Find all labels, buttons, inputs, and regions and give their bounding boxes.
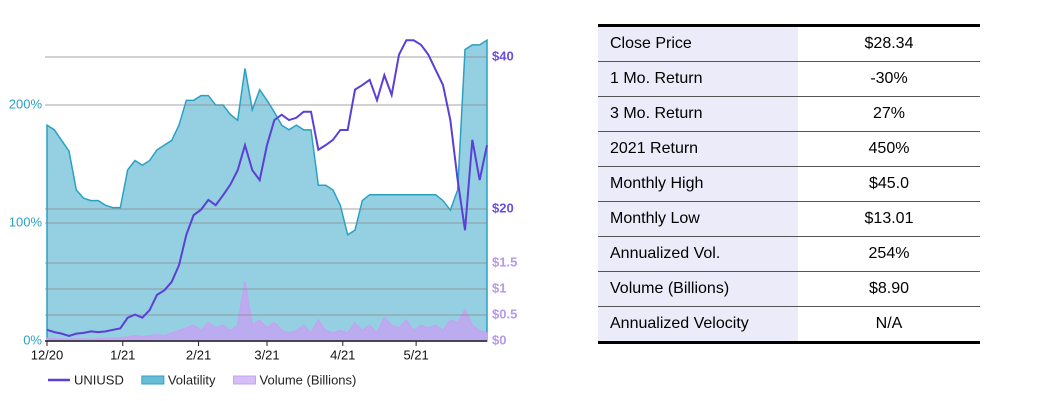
stat-label: Close Price	[598, 25, 798, 62]
line	[46, 39, 488, 337]
stat-value: $13.01	[798, 201, 980, 237]
legend-symbol	[233, 375, 257, 385]
table-row: Annualized Velocity N/A	[598, 306, 980, 343]
stats-table: Close Price $28.34 1 Mo. Return -30% 3 Mo. R…	[598, 24, 980, 344]
legend-symbol	[141, 375, 165, 385]
x-tick-label: 4/21	[330, 347, 355, 362]
y-tick-label: 200%	[9, 96, 43, 111]
x-tick-label: 1/21	[110, 347, 135, 362]
y-tick-label: 0%	[23, 332, 42, 347]
table-row: Monthly High $45.0	[598, 166, 980, 202]
table-row: Annualized Vol. 254%	[598, 236, 980, 272]
y2-tick-label: $20	[492, 200, 514, 215]
stat-value: $8.90	[798, 271, 980, 307]
stat-value: 450%	[798, 131, 980, 167]
table-row: Monthly Low $13.01	[598, 201, 980, 237]
stat-label: Monthly High	[598, 166, 798, 202]
stat-label: 2021 Return	[598, 131, 798, 167]
y2-tick-label: $0.5	[492, 306, 517, 321]
stat-value: 27%	[798, 96, 980, 132]
x-tick-label: 2/21	[186, 347, 211, 362]
x-tick-label: 3/21	[254, 347, 279, 362]
y2-tick-label: $1	[492, 280, 506, 295]
legend-label: Volume (Billions)	[260, 372, 357, 387]
stat-label: Annualized Velocity	[598, 306, 798, 343]
stat-value: $28.34	[798, 25, 980, 62]
table-row: 2021 Return 450%	[598, 131, 980, 167]
y-tick-label: 100%	[9, 214, 43, 229]
stat-label: 1 Mo. Return	[598, 61, 798, 97]
x-tick-label: 5/21	[403, 347, 428, 362]
x-tick-label: 12/20	[31, 347, 64, 362]
table-row: Close Price $28.34	[598, 25, 980, 62]
y2-tick-label: $40	[492, 48, 514, 63]
y2-tick-label: $1.5	[492, 254, 517, 269]
stat-value: N/A	[875, 315, 903, 332]
stat-value: 254%	[798, 236, 980, 272]
y2-tick-label: $0	[492, 332, 506, 347]
area	[46, 281, 488, 342]
stat-label: Monthly Low	[598, 201, 798, 237]
stat-value: $45.0	[798, 166, 980, 202]
legend-label: UNIUSD	[74, 372, 124, 387]
stat-value: -30%	[798, 61, 980, 97]
stat-label: 3 Mo. Return	[598, 96, 798, 132]
legend-label: Volatility	[168, 372, 216, 387]
area	[46, 38, 488, 342]
stat-label: Volume (Billions)	[598, 271, 798, 307]
stat-label: Annualized Vol.	[598, 236, 798, 272]
table-row: 1 Mo. Return -30%	[598, 61, 980, 97]
table-row: 3 Mo. Return 27%	[598, 96, 980, 132]
chart: 0% 100% 200% $20 $40 $0 $0.5 $1 $1.5 12/20 1/21 2/2…	[9, 38, 517, 387]
table-row: Volume (Billions) $8.90	[598, 271, 980, 307]
